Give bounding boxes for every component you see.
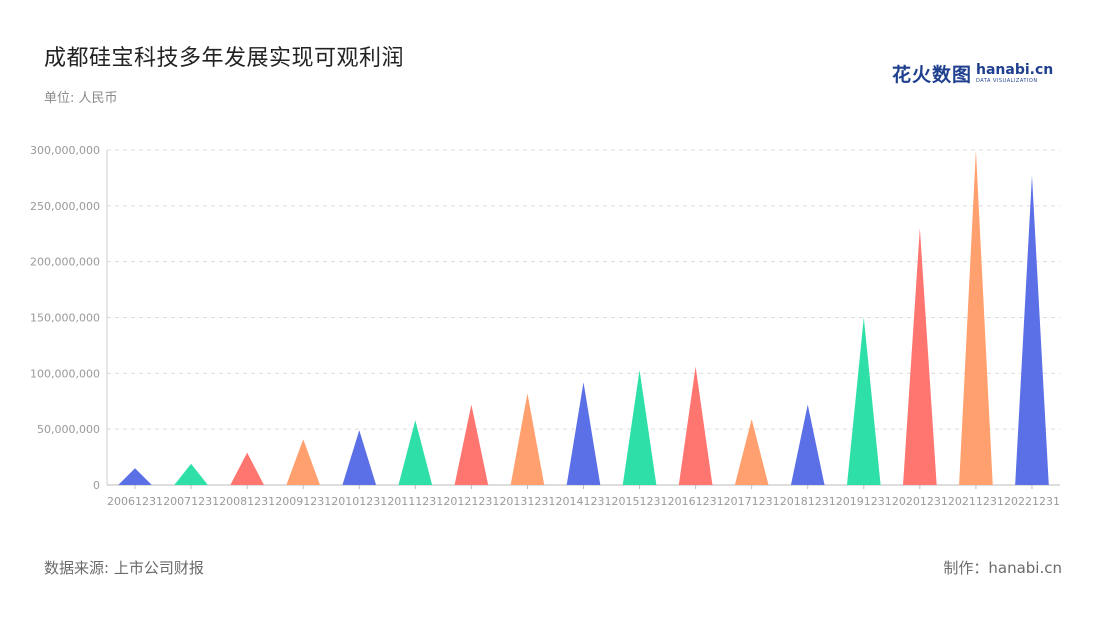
x-tick-label: 20161231 [668,495,724,508]
bar [566,382,601,485]
logo-cn-text: 花火数图 [892,64,973,86]
x-tick-label: 20071231 [163,495,219,508]
x-tick-label: 20151231 [612,495,668,508]
x-tick-label: 20131231 [499,495,555,508]
x-tick-label: 20081231 [219,495,275,508]
x-tick-label: 20221231 [1004,495,1060,508]
x-tick-label: 20191231 [836,495,892,508]
x-tick-label: 20171231 [724,495,780,508]
x-tick-label: 20211231 [948,495,1004,508]
logo-en-block: hanabi.cn DATA VISUALIZATION [976,63,1053,84]
x-tick-label: 20101231 [331,495,387,508]
bar [790,404,825,485]
y-tick-label: 150,000,000 [30,312,100,325]
bar [286,439,321,485]
x-tick-label: 20181231 [780,495,836,508]
y-tick-label: 300,000,000 [30,144,100,157]
page-title: 成都硅宝科技多年发展实现可观利润 [44,46,405,71]
bar [118,468,152,485]
logo-sub-text: DATA VISUALIZATION [976,78,1038,84]
bar [398,420,433,485]
data-source: 数据来源: 上市公司财报 [44,559,204,577]
bar [846,317,881,485]
bar [342,430,377,485]
y-tick-label: 50,000,000 [37,423,100,436]
bar [510,393,545,485]
bar [230,452,264,485]
credit: 制作：hanabi.cn [943,559,1062,577]
x-tick-label: 20061231 [107,495,163,508]
bar [1015,175,1049,485]
y-tick-label: 250,000,000 [30,200,100,213]
bar [622,369,657,485]
bar [734,419,769,485]
unit-label: 单位: 人民币 [44,91,118,106]
bar [454,404,489,485]
y-tick-label: 200,000,000 [30,256,100,269]
logo-en-text: hanabi.cn [976,62,1054,78]
bar [903,228,937,485]
y-tick-label: 0 [93,479,100,492]
y-tick-label: 100,000,000 [30,367,100,380]
bar [678,366,713,485]
brand-logo: 花火数图 hanabi.cn DATA VISUALIZATION [892,60,1053,87]
x-tick-label: 20121231 [443,495,499,508]
x-tick-label: 20141231 [556,495,612,508]
bar [959,150,993,485]
x-tick-label: 20201231 [892,495,948,508]
x-tick-label: 20091231 [275,495,331,508]
x-tick-label: 20111231 [387,495,443,508]
bar [174,463,208,485]
